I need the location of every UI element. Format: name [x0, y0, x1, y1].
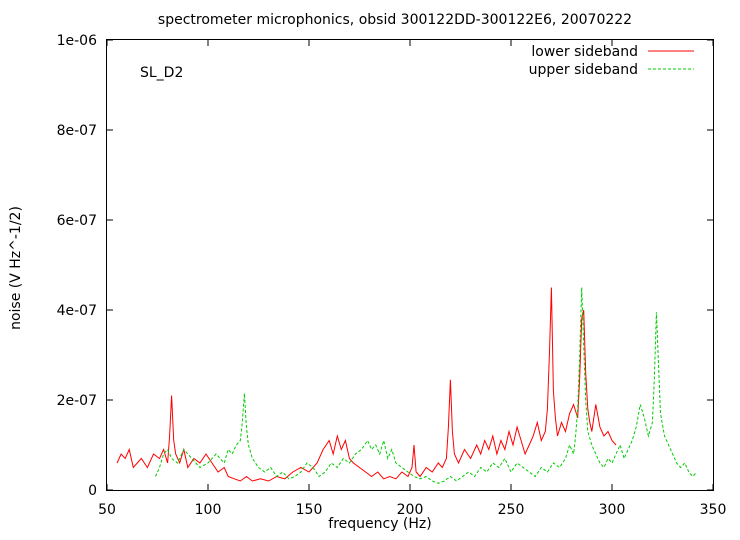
y-tick-label: 2e-07: [57, 393, 97, 409]
x-tick-label: 150: [296, 502, 323, 518]
x-tick-label: 300: [599, 502, 626, 518]
x-tick-label: 50: [98, 502, 116, 518]
legend-label-lower: lower sideband: [531, 44, 638, 60]
series-lines: [116, 287, 698, 484]
dataset-annotation: SL_D2: [140, 65, 183, 81]
y-axis-label: noise (V Hz^-1/2): [8, 206, 24, 330]
x-tick-label: 200: [397, 502, 424, 518]
y-tick-label: 6e-07: [57, 213, 97, 229]
legend: lower sideband upper sideband: [529, 44, 694, 78]
y-tick-label: 1e-06: [57, 33, 97, 49]
y-tick-label: 0: [88, 483, 97, 499]
axis-tick-labels: 50 100 150 200 250 300 350 0 2e-07 4e-07 6e-07 8e-0…: [57, 33, 727, 518]
y-tick-label: 8e-07: [57, 123, 97, 139]
series-line-upper-sideband: [155, 287, 698, 484]
axis-ticks: [106, 39, 714, 491]
legend-label-upper: upper sideband: [529, 62, 638, 78]
chart-title: spectrometer microphonics, obsid 300122D…: [158, 12, 632, 28]
y-tick-label: 4e-07: [57, 303, 97, 319]
x-tick-label: 100: [195, 502, 222, 518]
x-axis-label: frequency (Hz): [328, 516, 431, 532]
x-tick-label: 250: [498, 502, 525, 518]
x-tick-label: 350: [700, 502, 727, 518]
plot-frame: [106, 39, 714, 491]
series-line-lower-sideband: [116, 287, 617, 482]
